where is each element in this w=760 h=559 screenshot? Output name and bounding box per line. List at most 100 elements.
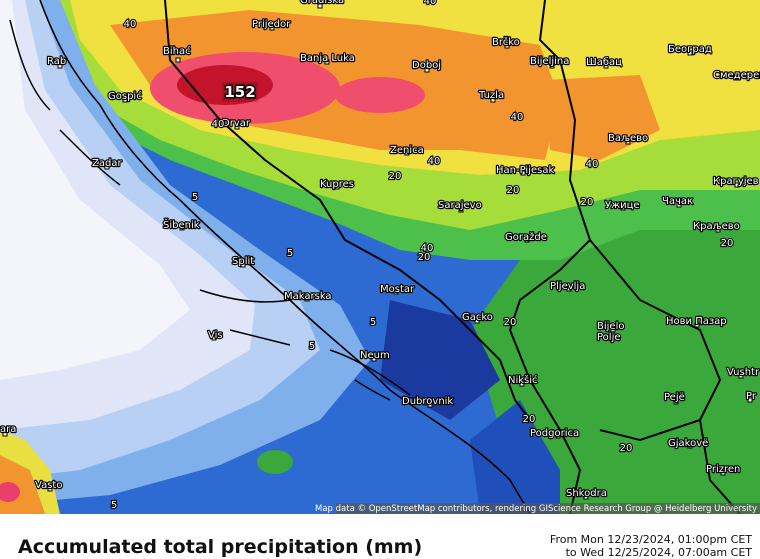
city-marker	[566, 286, 572, 292]
city-label: Mostar	[380, 284, 415, 295]
city-marker	[104, 164, 110, 170]
city-marker	[324, 59, 330, 65]
city-label: Нови Пазар	[666, 316, 727, 327]
city-label: Šibenik	[163, 218, 200, 231]
contour-label: 20	[581, 197, 594, 208]
city-marker	[720, 470, 726, 476]
contour-label: 20	[389, 171, 402, 182]
city-label: Brčko	[492, 36, 520, 48]
city-marker	[427, 402, 433, 408]
precip-area	[177, 65, 273, 105]
contour-label: 40	[124, 19, 137, 30]
contour-label: 40	[428, 156, 441, 167]
contour-label: 20	[523, 414, 536, 425]
city-marker	[490, 97, 496, 103]
max-label-bg	[222, 82, 258, 102]
contour-label: 20	[504, 317, 517, 328]
attribution: Map data © OpenStreetMap contributors, r…	[315, 504, 757, 514]
city-marker	[424, 67, 430, 73]
city-label: Han-Pijesak	[496, 165, 554, 176]
contour-label: 20	[418, 252, 431, 263]
contour-label: 20	[721, 238, 734, 249]
precip-area	[257, 450, 293, 474]
city-label: Чачак	[662, 196, 693, 207]
city-marker	[625, 139, 631, 145]
city-marker	[524, 237, 530, 243]
footer-to: to Wed 12/25/2024, 07:00am CET	[565, 546, 752, 559]
city-marker	[334, 184, 340, 190]
city-label: Zenica	[390, 145, 424, 156]
city-label: Pejë	[664, 392, 685, 403]
city-label: Sarajevo	[438, 200, 482, 211]
city-marker	[234, 124, 240, 130]
contour-label: 5	[309, 341, 315, 352]
city-marker	[603, 63, 609, 69]
precip-area	[0, 430, 60, 514]
city-label: Prizren	[706, 464, 740, 475]
footer-from: From Mon 12/23/2024, 01:00pm CET	[549, 533, 752, 546]
city-label: Gospić	[108, 90, 142, 102]
city-label: Makarska	[284, 291, 332, 302]
city-label: Шабац	[586, 57, 622, 68]
city-marker	[458, 207, 464, 213]
city-marker	[304, 296, 310, 302]
city-marker	[676, 202, 682, 208]
city-marker	[47, 486, 53, 492]
city-marker	[583, 494, 589, 500]
city-label: Ужице	[605, 200, 640, 211]
city-label: Bihać	[163, 45, 191, 57]
city-label: Gradiška	[300, 0, 344, 6]
contour-label: 40	[421, 243, 434, 254]
city-marker	[404, 150, 410, 156]
city-label: Bijelo Polje	[597, 321, 624, 343]
city-marker	[735, 75, 741, 81]
precip-area	[0, 482, 20, 502]
city-label: Kupres	[320, 179, 354, 190]
city-marker	[474, 318, 480, 324]
city-marker	[687, 50, 693, 56]
city-label: Крагујев	[713, 175, 759, 187]
contour-label: 40	[424, 0, 437, 7]
coastline	[39, 0, 531, 514]
city-label: Zadar	[92, 158, 122, 169]
attribution-bg	[336, 503, 760, 514]
city-label: Vasto	[35, 480, 62, 491]
contour-label: 40	[511, 112, 524, 123]
city-marker	[122, 97, 128, 103]
city-marker	[393, 289, 399, 295]
city-label: Ваљево	[608, 133, 648, 144]
footer-title: Accumulated total precipitation (mm)	[18, 536, 423, 558]
city-marker	[57, 63, 63, 69]
precip-area	[470, 400, 560, 514]
island-outline	[9, 19, 411, 401]
city-marker	[504, 43, 510, 49]
city-marker	[734, 182, 740, 188]
city-label: Dubrovnik	[402, 396, 453, 407]
contour-label: 5	[111, 500, 117, 511]
city-marker	[549, 63, 555, 69]
city-marker	[371, 356, 377, 362]
city-marker	[687, 443, 693, 449]
city-marker	[240, 262, 246, 268]
city-marker	[520, 170, 526, 176]
city-label: Split	[232, 256, 254, 267]
city-label: Краљево	[693, 221, 740, 232]
city-marker	[715, 227, 721, 233]
city-marker	[673, 399, 679, 405]
city-marker	[2, 431, 8, 437]
city-label: Pr	[746, 391, 757, 402]
precipitation-map: Map data © OpenStreetMap contributors, r…	[0, 0, 760, 514]
city-marker	[519, 381, 525, 387]
city-label: Rab	[47, 56, 66, 67]
contour-label: 40	[212, 119, 225, 130]
city-marker	[175, 57, 181, 63]
city-marker	[747, 397, 753, 403]
contour-label: 5	[370, 317, 376, 328]
city-label: Vis	[208, 330, 223, 341]
city-label: Gacko	[462, 312, 493, 323]
city-marker	[738, 373, 744, 379]
city-label: Drvar	[222, 118, 251, 129]
city-marker	[179, 225, 185, 231]
city-marker	[269, 25, 275, 31]
city-label: Podgorica	[530, 428, 579, 439]
